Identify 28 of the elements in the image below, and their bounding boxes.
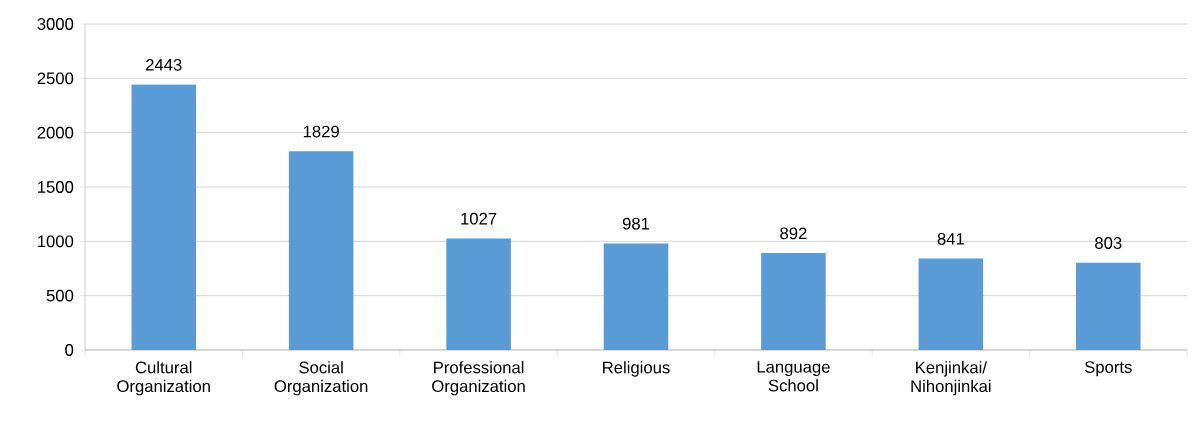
x-tick-label: Social Organization bbox=[274, 361, 368, 396]
y-tick-label: 1500 bbox=[38, 181, 74, 193]
bar bbox=[288, 151, 354, 350]
y-tick-label: 2000 bbox=[37, 126, 74, 139]
x-tick-label: Sports bbox=[1084, 361, 1132, 377]
data-label: 803 bbox=[1095, 237, 1122, 249]
y-tick-label: 2500 bbox=[37, 72, 74, 85]
y-tick-label: 500 bbox=[46, 289, 74, 302]
bar bbox=[918, 258, 984, 350]
bar bbox=[446, 238, 511, 350]
data-label: 981 bbox=[622, 217, 650, 230]
bar bbox=[761, 253, 826, 350]
x-tick-label: Cultural Organization bbox=[117, 361, 210, 396]
bar bbox=[1076, 262, 1141, 350]
y-tick-label: 3000 bbox=[37, 18, 74, 30]
x-tick-label: Professional Organization bbox=[432, 361, 525, 396]
data-label: 892 bbox=[780, 227, 807, 240]
bar bbox=[131, 84, 196, 350]
data-label: 2443 bbox=[146, 58, 182, 71]
bar bbox=[603, 243, 669, 350]
data-label: 841 bbox=[937, 232, 964, 245]
x-tick-label: Language School bbox=[757, 361, 830, 392]
y-tick-label: 0 bbox=[65, 344, 74, 356]
data-label: 1027 bbox=[461, 212, 497, 225]
x-tick-label: Religious bbox=[603, 361, 670, 377]
data-label: 1829 bbox=[303, 125, 339, 138]
y-tick-label: 1000 bbox=[38, 235, 74, 248]
x-tick-label: Kenjinkai/ Nihonjinkai bbox=[911, 361, 991, 396]
